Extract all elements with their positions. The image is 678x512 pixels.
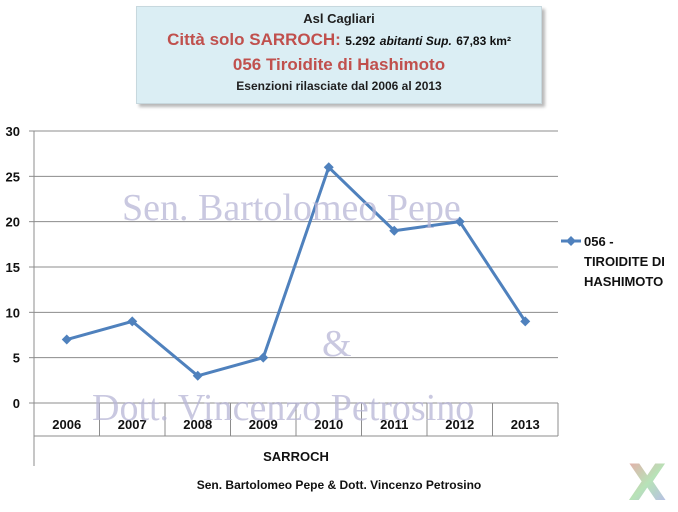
x-tick-label: 2006 xyxy=(52,417,81,432)
x-tick-label: 2013 xyxy=(511,417,540,432)
data-point xyxy=(389,225,400,236)
data-point xyxy=(520,316,531,327)
title-asl: Asl Cagliari xyxy=(303,11,375,26)
x-tick-label: 2010 xyxy=(314,417,343,432)
y-tick-label: 10 xyxy=(6,305,20,320)
x-axis-label: SARROCH xyxy=(263,449,329,464)
y-tick-label: 5 xyxy=(13,351,20,366)
title-city-line: Città solo SARROCH: 5.292 abitanti Sup. … xyxy=(137,28,541,53)
x-tick-label: 2007 xyxy=(118,417,147,432)
title-period: Esenzioni rilasciate dal 2006 al 2013 xyxy=(236,79,442,93)
x-tick-label: 2008 xyxy=(183,417,212,432)
legend-label: HASHIMOTO xyxy=(584,274,663,289)
y-tick-label: 30 xyxy=(6,124,20,139)
series-line xyxy=(66,165,527,378)
y-tick-label: 15 xyxy=(6,260,20,275)
x-logo: X xyxy=(628,454,667,512)
title-area: 67,83 km² xyxy=(456,34,511,48)
data-point xyxy=(61,334,72,345)
data-point xyxy=(127,316,138,327)
y-tick-label: 25 xyxy=(6,169,20,184)
data-point xyxy=(454,216,465,227)
x-tick-label: 2011 xyxy=(380,417,408,432)
title-population: 5.292 xyxy=(345,34,376,48)
legend-label: TIROIDITE DI xyxy=(584,254,665,269)
footer-credits: Sen. Bartolomeo Pepe & Dott. Vincenzo Pe… xyxy=(196,478,482,492)
title-city: Città solo SARROCH: xyxy=(167,30,341,49)
x-tick-label: 2009 xyxy=(249,417,278,432)
y-tick-label: 20 xyxy=(6,215,20,230)
data-point xyxy=(258,352,269,363)
title-disease: 056 Tiroidite di Hashimoto xyxy=(232,55,446,74)
legend-label: 056 - xyxy=(584,234,614,249)
chart-title-box: Asl Cagliari Città solo SARROCH: 5.292 a… xyxy=(136,6,542,104)
y-tick-label: 0 xyxy=(13,396,20,411)
title-abitanti: abitanti Sup. xyxy=(379,34,452,48)
legend-marker xyxy=(566,236,576,246)
x-tick-label: 2012 xyxy=(445,417,474,432)
data-point xyxy=(192,370,203,381)
data-point xyxy=(323,162,334,173)
